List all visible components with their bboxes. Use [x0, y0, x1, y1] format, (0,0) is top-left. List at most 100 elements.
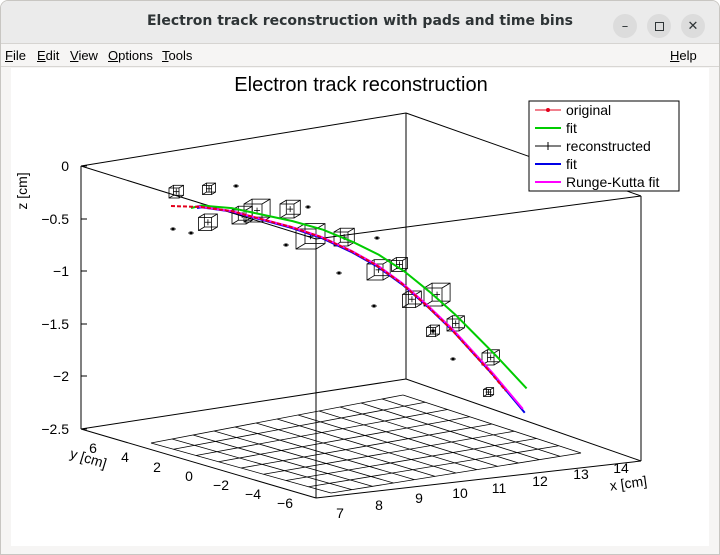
frame-edge — [80, 165, 317, 240]
z-tick-label: −1.5 — [41, 316, 69, 332]
menu-options[interactable]: Options — [108, 48, 153, 63]
pad-box — [402, 290, 422, 308]
pad-grid-line — [263, 430, 515, 475]
plot-title: Electron track reconstruction — [234, 74, 487, 96]
x-tick-label: 8 — [375, 497, 383, 513]
pad-grid-line — [218, 416, 470, 463]
y-tick-label: −6 — [277, 495, 293, 511]
legend-label: original — [566, 102, 611, 118]
plot-canvas[interactable]: Electron track reconstruction 0 −0.5 −1 −1.… — [11, 68, 709, 546]
z-tick-label: −1 — [53, 263, 69, 279]
menu-help[interactable]: Help — [670, 48, 697, 63]
minimize-icon: – — [621, 18, 629, 34]
hit-markers — [170, 184, 456, 361]
pad-grid-line — [195, 409, 448, 456]
x-tick-label: 14 — [613, 460, 629, 476]
pad-boxes — [168, 182, 500, 397]
pad-box — [423, 282, 451, 307]
close-icon: ✕ — [687, 18, 699, 34]
window-title: Electron track reconstruction with pads … — [146, 13, 573, 29]
menu-view[interactable]: View — [70, 48, 98, 63]
x-axis: 7 8 9 10 11 12 13 14 — [336, 460, 629, 521]
hit-marker — [283, 243, 289, 247]
pad-box — [198, 213, 218, 231]
legend-entry: fit — [535, 120, 577, 136]
pad-box — [481, 349, 500, 366]
frame-edge — [405, 378, 642, 462]
pad-grid-line — [330, 452, 582, 494]
hit-marker — [371, 304, 377, 308]
pad-plane-grid — [150, 394, 582, 494]
hit-marker — [430, 329, 436, 333]
y-axis: 6 4 2 0 −2 −4 −6 — [89, 440, 293, 511]
pad-box — [279, 199, 301, 219]
original-curve — [170, 205, 507, 392]
pad-box — [366, 259, 391, 281]
legend-entry: original — [535, 102, 611, 118]
z-tick-label: −2.5 — [41, 421, 69, 437]
z-tick-label: −0.5 — [41, 211, 69, 227]
hit-marker — [170, 227, 176, 231]
frame-edge — [80, 428, 317, 499]
y-tick-label: 4 — [121, 449, 129, 465]
legend: original fit reconstructed fit Runge-Kutta f… — [528, 100, 680, 192]
y-tick-label: −2 — [213, 477, 229, 493]
legend-entry: fit — [535, 156, 577, 172]
pad-box — [202, 182, 216, 195]
hit-marker — [450, 357, 456, 361]
y-axis-label: y [cm] — [68, 445, 108, 471]
maximize-button[interactable] — [647, 14, 671, 38]
y-tick-label: 6 — [89, 440, 97, 456]
legend-label: Runge-Kutta fit — [566, 174, 659, 190]
pad-grid-line — [150, 394, 404, 444]
menu-edit[interactable]: Edit — [37, 48, 60, 63]
frame-edge — [80, 378, 407, 430]
fit-blue-curve — [196, 206, 526, 414]
runge-kutta-curve — [196, 205, 524, 410]
hit-marker — [188, 231, 194, 235]
x-tick-label: 7 — [336, 505, 344, 521]
legend-label: fit — [566, 120, 577, 136]
frame-edge — [315, 195, 642, 240]
z-axis: 0 −0.5 −1 −1.5 −2 −2.5 — [41, 158, 87, 437]
menu-tools[interactable]: Tools — [162, 48, 193, 63]
pad-grid-line — [173, 401, 426, 450]
pad-box — [483, 387, 495, 397]
hit-marker — [336, 271, 342, 275]
pad-grid-line — [240, 423, 493, 469]
pad-box — [168, 184, 184, 199]
hit-marker — [233, 184, 239, 188]
legend-entry: Runge-Kutta fit — [535, 174, 659, 190]
minimize-button[interactable]: – — [613, 14, 637, 38]
legend-entry: reconstructed — [535, 138, 651, 154]
plot-frame — [80, 112, 642, 499]
close-button[interactable]: ✕ — [681, 14, 705, 38]
pad-grid-line — [308, 445, 559, 488]
x-tick-label: 13 — [573, 466, 589, 482]
track-plot[interactable]: Electron track reconstruction 0 −0.5 −1 −1.… — [11, 68, 709, 546]
pad-box — [426, 324, 440, 337]
y-tick-label: 2 — [153, 459, 161, 475]
frame-edge — [315, 460, 642, 499]
title-bar[interactable]: Electron track reconstruction with pads … — [1, 1, 719, 44]
menu-bar: File Edit View Options Tools Help — [1, 44, 719, 67]
x-tick-label: 10 — [452, 485, 468, 501]
x-tick-label: 11 — [492, 480, 507, 496]
y-tick-label: −4 — [245, 486, 261, 502]
legend-label: fit — [566, 156, 577, 172]
hit-marker — [374, 236, 380, 240]
frame-edge — [80, 112, 407, 167]
hit-marker — [305, 205, 311, 209]
x-tick-label: 9 — [415, 490, 423, 506]
legend-label: reconstructed — [566, 138, 651, 154]
z-tick-label: 0 — [61, 158, 69, 174]
y-tick-label: 0 — [185, 468, 193, 484]
pad-box — [295, 223, 326, 250]
pad-grid-line — [285, 438, 537, 481]
fit-green-curve — [190, 204, 528, 390]
x-axis-label: x [cm] — [609, 473, 648, 494]
maximize-icon — [654, 21, 664, 31]
menu-file[interactable]: File — [5, 48, 26, 63]
z-axis-label: z [cm] — [14, 172, 30, 209]
